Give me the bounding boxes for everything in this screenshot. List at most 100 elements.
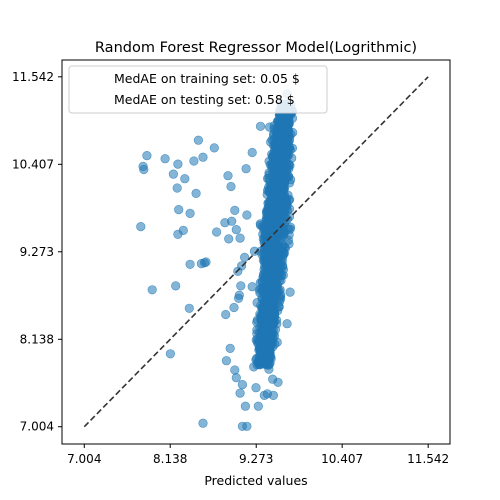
data-point: [265, 122, 275, 132]
data-point: [178, 225, 188, 235]
data-point: [272, 337, 282, 347]
legend: MedAE on training set: 0.05 $ MedAE on t…: [68, 65, 328, 114]
data-point: [288, 127, 298, 138]
data-point: [189, 156, 199, 166]
x-tick-label: 7.004: [67, 452, 101, 466]
data-point: [234, 293, 244, 303]
data-point: [185, 259, 195, 269]
data-point: [201, 257, 211, 267]
x-tick-label: 10.407: [321, 452, 363, 466]
y-tick-label: 7.004: [20, 420, 54, 434]
x-tick-label: 8.138: [153, 452, 187, 466]
data-point: [274, 302, 284, 312]
data-point: [231, 225, 241, 235]
data-point: [236, 281, 246, 291]
data-point: [249, 362, 259, 372]
data-point: [147, 285, 157, 295]
data-point: [251, 383, 261, 393]
data-point: [225, 343, 235, 354]
x-axis-label: Predicted values: [204, 473, 307, 488]
x-tick-label: 9.273: [239, 452, 273, 466]
data-point: [180, 174, 190, 184]
data-point: [270, 209, 280, 219]
data-point: [247, 282, 257, 292]
data-point: [252, 317, 262, 327]
x-tick-label: 11.542: [407, 452, 449, 466]
data-point: [276, 235, 286, 245]
data-point: [165, 349, 175, 359]
data-point: [262, 206, 272, 216]
data-point: [160, 154, 170, 164]
data-point: [264, 364, 274, 374]
data-point: [267, 317, 277, 328]
legend-entry-testing: MedAE on testing set: 0.58 $: [114, 92, 295, 107]
data-point: [241, 164, 251, 174]
data-point: [242, 210, 252, 220]
data-point: [221, 309, 231, 320]
data-point: [198, 418, 208, 428]
data-point: [281, 166, 291, 176]
data-point: [263, 350, 273, 360]
data-point: [268, 325, 278, 335]
data-point: [283, 224, 293, 234]
data-point: [223, 171, 233, 181]
data-point: [268, 374, 278, 384]
legend-entry-training: MedAE on training set: 0.05 $: [114, 71, 300, 86]
data-point: [185, 208, 195, 218]
data-point: [249, 246, 260, 256]
data-point: [221, 356, 231, 366]
data-point: [142, 151, 152, 161]
data-point: [226, 181, 236, 192]
data-point: [253, 401, 263, 411]
data-point: [278, 181, 288, 192]
data-point: [264, 300, 274, 310]
reference-diagonal-line: [83, 76, 429, 428]
y-tick-label: 8.138: [20, 332, 54, 346]
data-point: [237, 380, 247, 390]
data-point: [269, 188, 280, 198]
data-point: [173, 159, 183, 169]
data-point: [261, 257, 271, 267]
data-point: [191, 188, 201, 198]
data-point: [268, 390, 279, 401]
data-point: [258, 356, 268, 367]
data-point: [231, 373, 241, 383]
data-point: [240, 252, 250, 262]
data-point: [174, 205, 184, 215]
data-points: [136, 89, 298, 431]
data-point: [168, 169, 178, 179]
data-point: [277, 149, 287, 159]
data-point: [268, 271, 279, 281]
data-point: [262, 246, 272, 256]
data-point: [212, 227, 222, 237]
data-point: [209, 143, 219, 153]
y-tick-label: 10.407: [12, 157, 54, 171]
data-point: [198, 152, 208, 162]
data-point: [240, 401, 250, 411]
axis-ticks: 7.004 8.138 9.273 10.407 11.542 7.004 8.138 9.2…: [12, 70, 449, 466]
data-point: [230, 205, 240, 215]
data-point: [172, 183, 182, 193]
data-point: [136, 222, 146, 232]
y-tick-label: 11.542: [12, 70, 54, 84]
data-point: [235, 233, 245, 243]
data-point: [255, 331, 266, 341]
data-point: [255, 121, 266, 131]
data-point: [276, 275, 286, 286]
data-point: [258, 271, 269, 281]
data-point: [285, 287, 295, 297]
chart-title: Random Forest Regressor Model(Logrithmic…: [95, 40, 417, 56]
data-point: [193, 135, 203, 145]
data-point: [266, 234, 276, 244]
data-point: [266, 137, 276, 147]
data-point: [227, 216, 237, 226]
data-point: [242, 421, 252, 431]
data-point: [138, 161, 148, 171]
data-point: [171, 281, 181, 291]
data-point: [229, 302, 239, 313]
data-point: [235, 388, 245, 398]
data-point: [282, 319, 292, 329]
data-point: [230, 365, 240, 375]
data-point: [258, 229, 268, 239]
